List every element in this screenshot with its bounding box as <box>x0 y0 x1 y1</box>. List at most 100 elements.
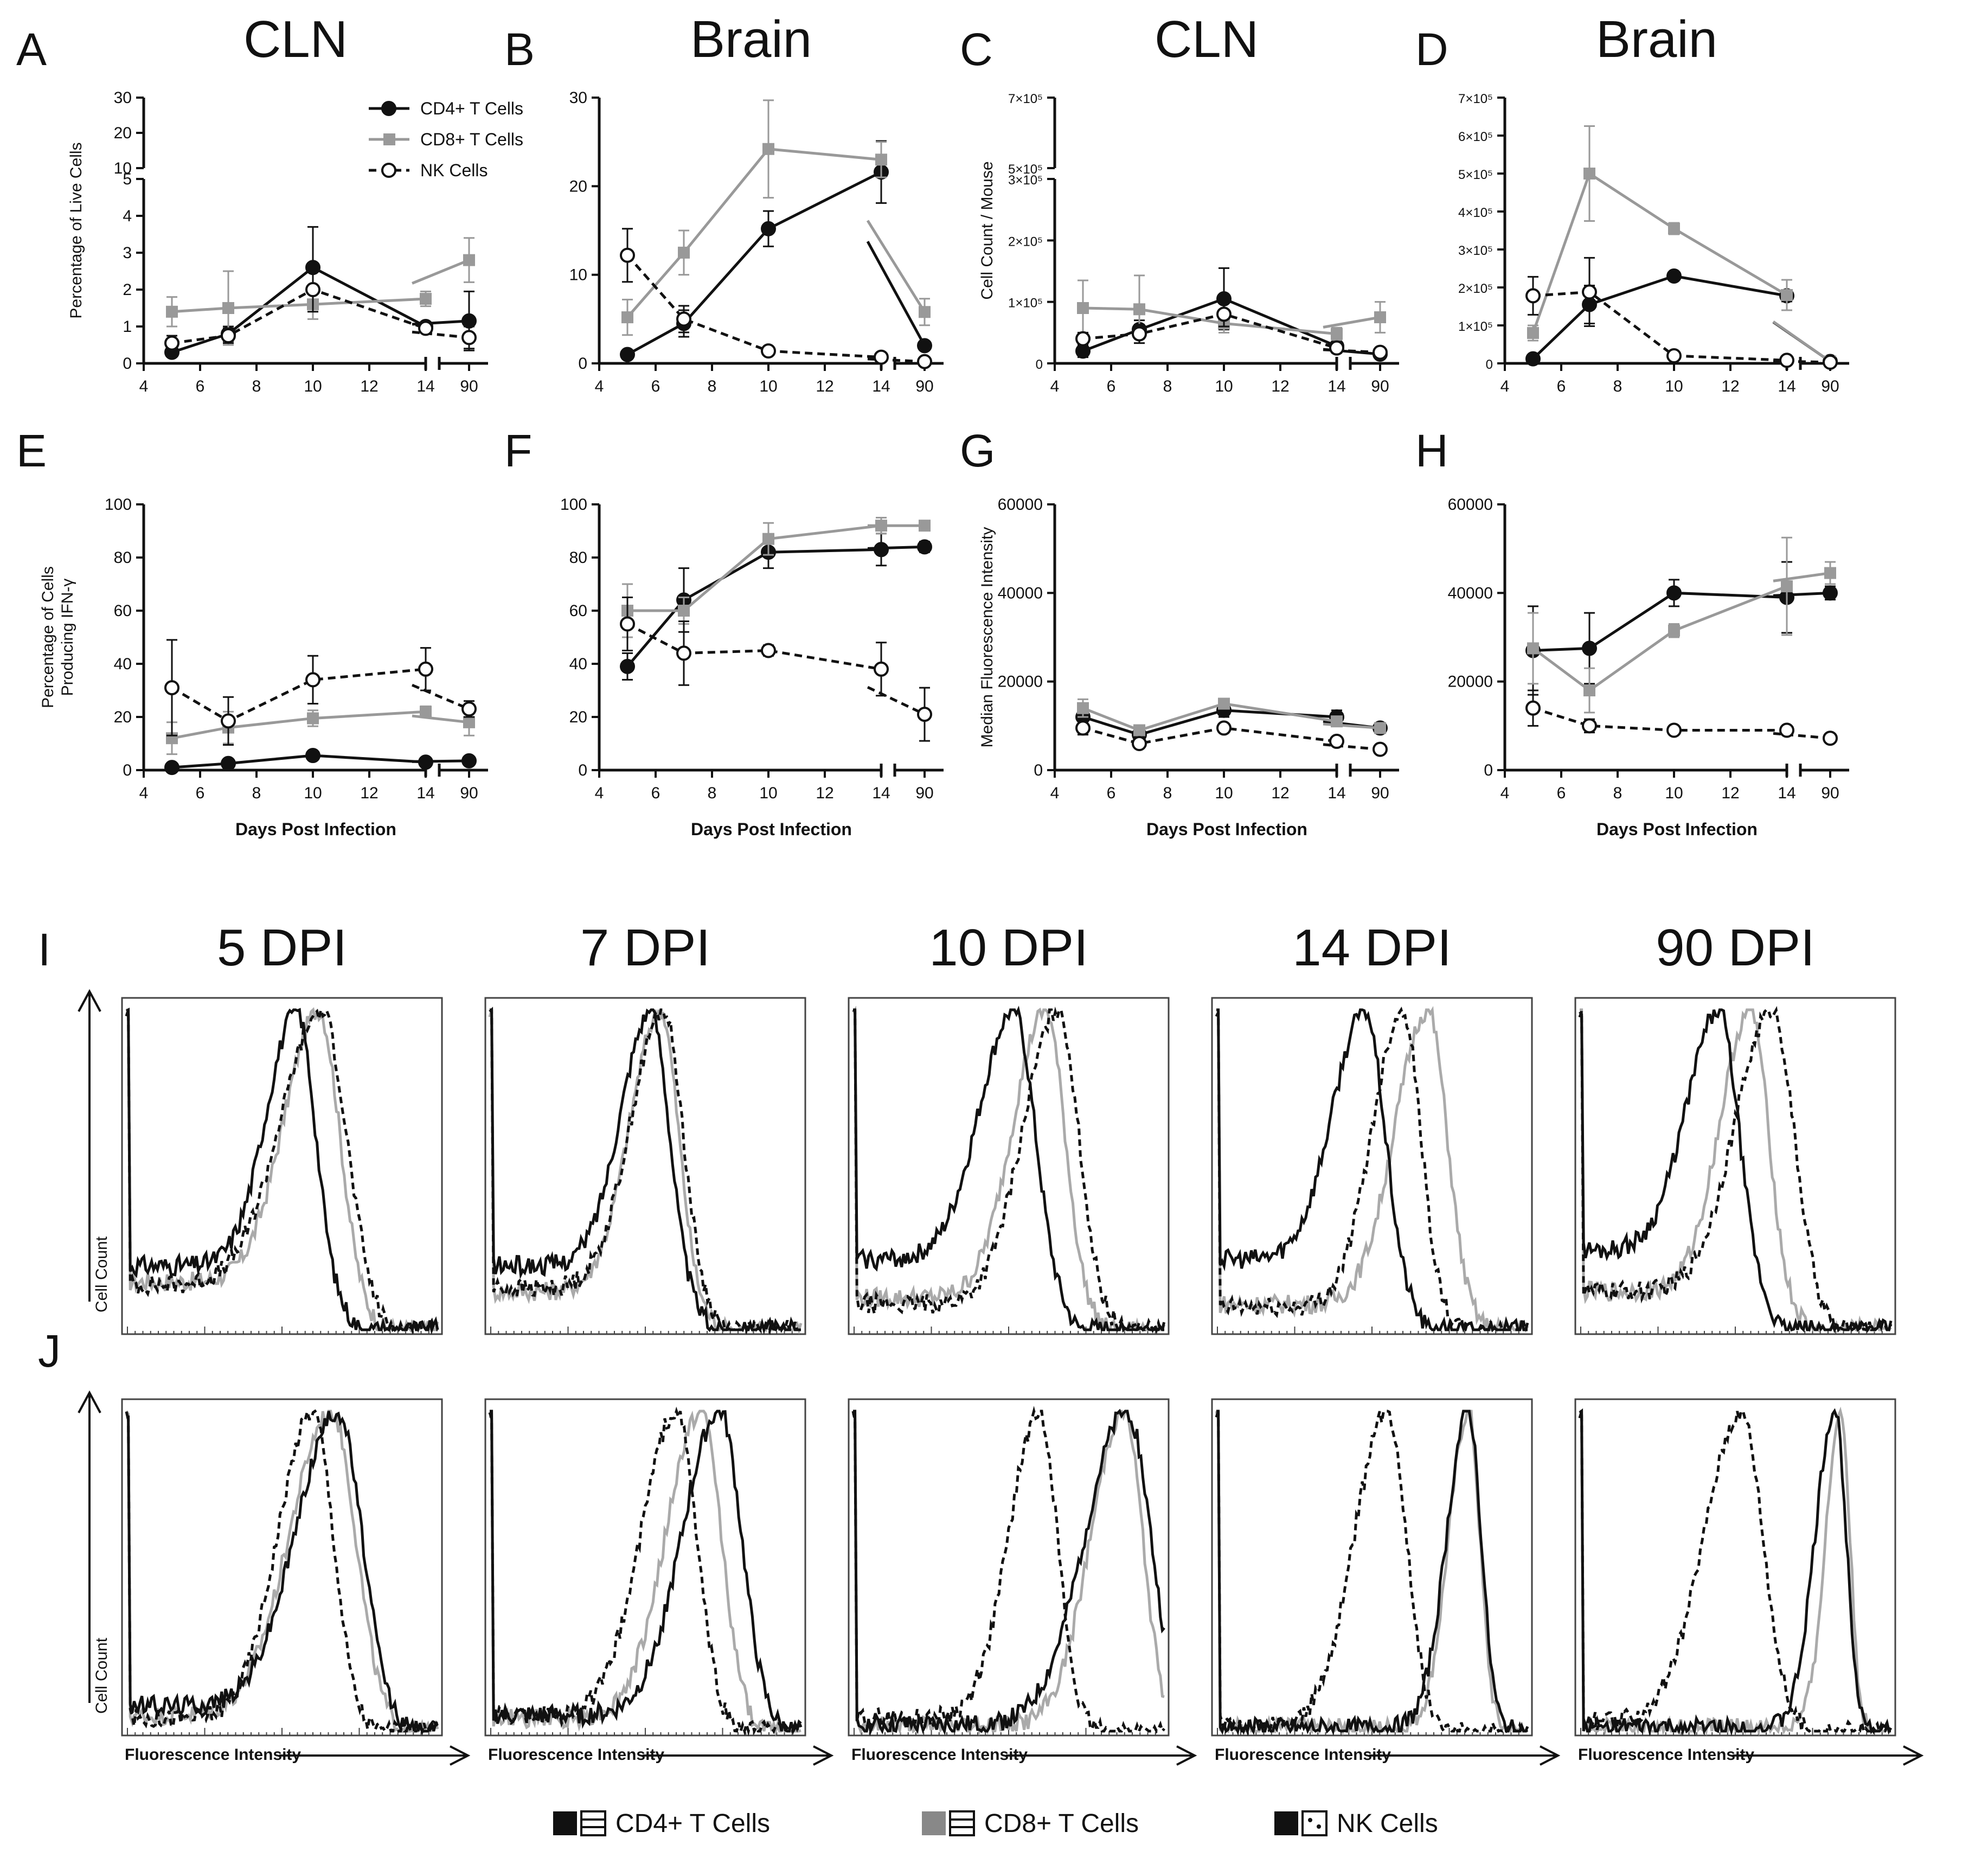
late-connector <box>1773 360 1831 364</box>
panel-letter: B <box>504 24 535 75</box>
late-connector <box>412 683 470 710</box>
legend-swatch-outline <box>949 1810 975 1836</box>
panel-letter: G <box>960 425 995 476</box>
x-tick-label: 14 <box>416 377 434 395</box>
histogram-title: 90 DPI <box>1656 919 1814 977</box>
histogram-j: Fluorescence Intensity <box>848 1398 1197 1766</box>
histogram-trace-cd4 <box>490 1410 802 1735</box>
histogram-title: 7 DPI <box>580 919 710 977</box>
histogram-trace-nk <box>853 1006 1166 1335</box>
x-tick-label: 90 <box>460 377 478 395</box>
data-point <box>1329 733 1344 749</box>
y-tick-label: 0 <box>578 355 587 373</box>
y-tick-label: 2×10⁵ <box>1458 281 1493 296</box>
bottom-legend: CD4+ T Cells CD8+ T Cells NK Cells <box>553 1809 1438 1838</box>
histogram-trace-cd4 <box>1215 1410 1529 1737</box>
bottom-legend-item-nk: NK Cells <box>1274 1809 1438 1838</box>
series-line <box>1532 290 1787 362</box>
data-point <box>762 143 774 155</box>
late-connector <box>867 357 925 363</box>
x-tick-label: 6 <box>1557 377 1566 395</box>
histogram-i <box>848 997 1170 1335</box>
data-point <box>620 247 635 263</box>
histogram-trace-nk <box>1216 1007 1529 1335</box>
data-point <box>1582 718 1597 734</box>
x-tick-label: 12 <box>360 784 378 802</box>
data-point <box>420 293 432 305</box>
x-tick-label: 14 <box>1328 377 1345 395</box>
data-point <box>420 706 432 718</box>
row-letter-j: J <box>38 1325 61 1376</box>
x-tick-label: 4 <box>1500 784 1510 802</box>
data-point <box>1132 736 1147 751</box>
x-axis-label: Days Post Infection <box>1146 819 1307 839</box>
series-line <box>171 266 427 354</box>
y-axis-label: Cell Count <box>93 1637 111 1714</box>
panel-title: Brain <box>690 10 812 68</box>
x-tick-label: 90 <box>460 784 478 802</box>
y-axis-label: Cell Count / Mouse <box>978 161 996 299</box>
series-line <box>1082 306 1337 336</box>
late-connector <box>1772 320 1831 363</box>
y-tick-label: 5 <box>123 170 132 188</box>
legend-swatch-solid <box>553 1811 577 1835</box>
data-point <box>1527 327 1539 339</box>
data-point <box>1373 344 1388 360</box>
data-point <box>917 338 932 354</box>
data-point <box>621 311 633 324</box>
histogram-trace-cd4 <box>853 1408 1165 1737</box>
y-tick-label: 3 <box>123 244 132 262</box>
histogram-trace-cd4 <box>125 1411 439 1733</box>
series-line <box>626 170 882 356</box>
legend-swatch-solid <box>1274 1811 1298 1835</box>
x-arrow-head <box>1903 1745 1924 1766</box>
y-tick-label: 100 <box>560 496 587 514</box>
legend-marker <box>381 101 396 116</box>
y-tick-label: 30 <box>114 89 132 107</box>
y-tick-label: 20 <box>114 708 132 726</box>
y-axis-label: Cell Count <box>93 1236 111 1312</box>
x-tick-label: 10 <box>1215 784 1233 802</box>
y-tick-label: 3×10⁵ <box>1458 244 1493 258</box>
histogram-j: Fluorescence Intensity <box>1211 1398 1561 1766</box>
late-connector <box>866 241 926 347</box>
y-tick-label: 0 <box>1484 761 1493 779</box>
data-point <box>461 701 477 717</box>
data-point <box>221 713 236 729</box>
x-axis-label: Fluorescence Intensity <box>851 1746 1028 1764</box>
data-point <box>874 349 889 365</box>
legend-label-nk: NK Cells <box>420 161 488 180</box>
y-tick-label: 5×10⁵ <box>1458 168 1493 182</box>
data-point <box>463 254 475 266</box>
x-tick-label: 6 <box>651 784 660 802</box>
data-point <box>1374 722 1386 734</box>
x-tick-label: 14 <box>1778 784 1795 802</box>
data-point <box>1216 720 1232 736</box>
series-cd8 <box>166 705 475 755</box>
data-point <box>1779 722 1794 738</box>
x-tick-label: 6 <box>196 377 205 395</box>
panel-h: H 4 6 8 10 12 14 90 0 20000 40000 60000 Days Post In… <box>1415 425 1849 839</box>
histogram-trace-nk <box>488 1406 803 1737</box>
histogram-trace-nk <box>1578 1410 1891 1736</box>
histogram-title: 10 DPI <box>929 919 1088 977</box>
histogram-trace-nk <box>489 1007 801 1335</box>
y-axis-label: Percentage of Live Cells <box>67 142 85 318</box>
panel-d: D Brain 4 6 8 10 12 14 90 0 1×10⁵ 2×10⁵ 3×10⁵ 4×10⁵ 5×… <box>1415 10 1849 395</box>
data-point <box>620 658 635 674</box>
x-tick-label: 4 <box>1050 377 1060 395</box>
x-axis-label: Days Post Infection <box>1596 819 1758 839</box>
bottom-legend-item-cd8: CD8+ T Cells <box>922 1809 1139 1838</box>
data-point <box>1779 353 1794 368</box>
panel-title: Brain <box>1596 10 1717 68</box>
data-point <box>761 643 776 658</box>
series-nk <box>1075 301 1388 360</box>
x-tick-label: 12 <box>816 377 833 395</box>
y-tick-label: 0 <box>1034 761 1043 779</box>
data-point <box>678 605 690 617</box>
late-connector <box>1323 316 1381 329</box>
data-point <box>676 311 691 327</box>
series-line <box>1082 297 1337 353</box>
y-tick-label: 20 <box>569 177 587 195</box>
